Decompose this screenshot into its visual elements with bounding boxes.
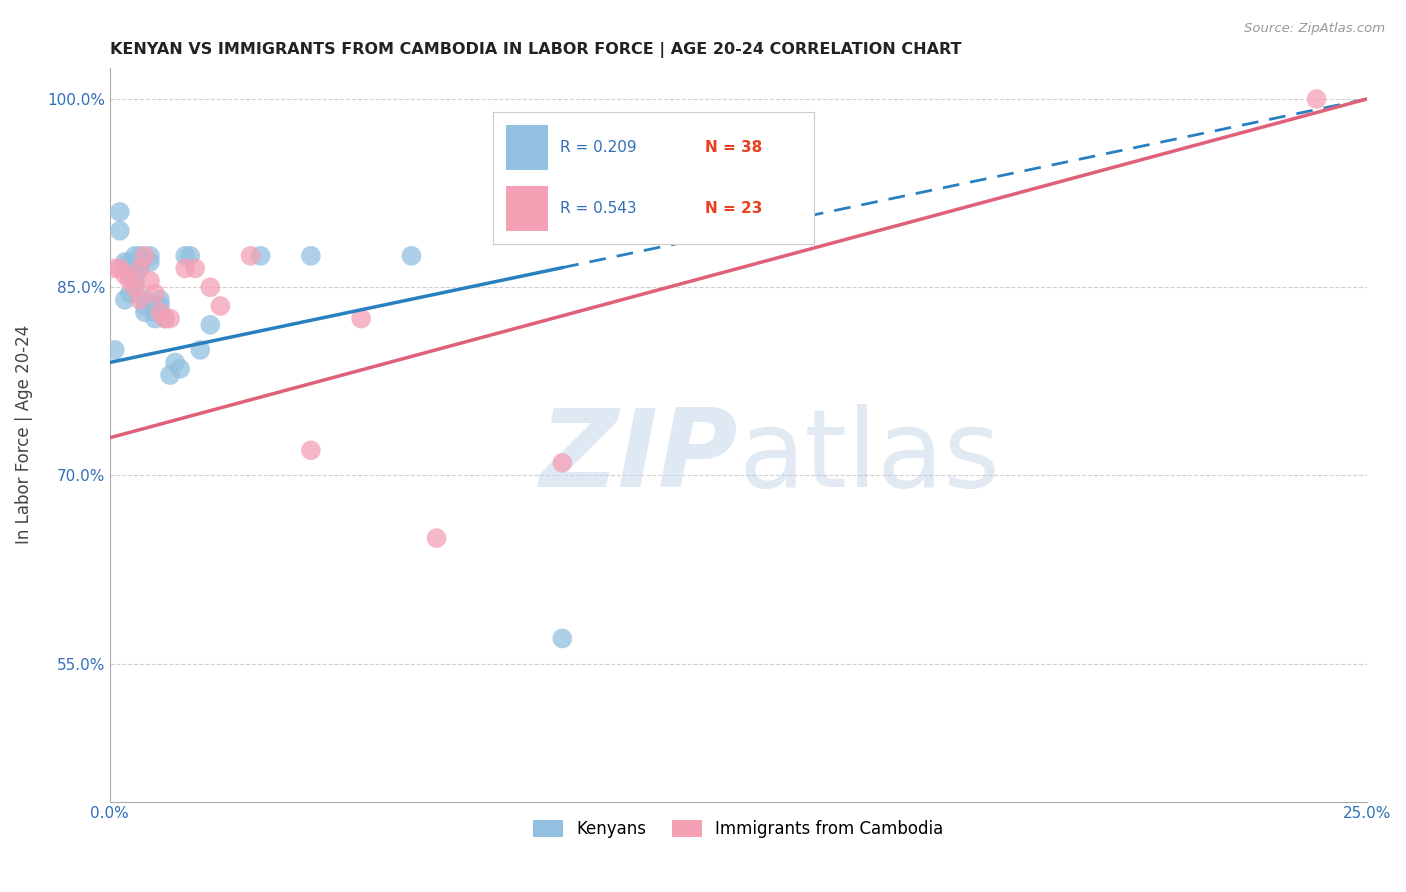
Point [350,311,373,326]
Point [124,280,146,294]
Point [139,274,162,288]
Legend: Kenyans, Immigrants from Cambodia: Kenyans, Immigrants from Cambodia [527,814,950,845]
Point [124,274,146,288]
Point [249,249,271,263]
Point [124,268,146,282]
Point [169,361,191,376]
Point [129,255,152,269]
Point [174,249,197,263]
Text: ZIP: ZIP [540,403,738,509]
Point [134,299,156,313]
Point [239,249,262,263]
Text: Source: ZipAtlas.com: Source: ZipAtlas.com [1244,22,1385,36]
Point [124,249,146,263]
Point [401,249,423,263]
Point [118,255,141,269]
Point [188,343,211,357]
Point [129,261,152,276]
Point [139,255,162,269]
Point [134,305,156,319]
Point [165,355,187,369]
Y-axis label: In Labor Force | Age 20-24: In Labor Force | Age 20-24 [15,325,32,544]
Point [104,343,127,357]
Point [118,274,141,288]
Point [108,261,131,276]
Point [426,531,449,545]
Point [134,249,156,263]
Point [124,261,146,276]
Point [299,249,322,263]
Point [129,261,152,276]
Point [129,293,152,307]
Point [108,205,131,219]
Point [149,293,172,307]
Point [143,311,166,326]
Point [184,261,207,276]
Text: atlas: atlas [738,403,1000,509]
Point [118,286,141,301]
Text: KENYAN VS IMMIGRANTS FROM CAMBODIA IN LABOR FORCE | AGE 20-24 CORRELATION CHART: KENYAN VS IMMIGRANTS FROM CAMBODIA IN LA… [110,42,962,58]
Point [149,299,172,313]
Point [153,311,176,326]
Point [143,286,166,301]
Point [179,249,201,263]
Point [134,293,156,307]
Point [118,268,141,282]
Point [108,224,131,238]
Point [209,299,232,313]
Point [114,255,136,269]
Point [299,443,322,458]
Point [551,632,574,646]
Point [153,311,176,326]
Point [551,456,574,470]
Point [159,368,181,382]
Point [1305,92,1327,106]
Point [124,280,146,294]
Point [174,261,197,276]
Point [200,280,222,294]
Point [159,311,181,326]
Point [104,261,127,276]
Point [143,305,166,319]
Point [149,305,172,319]
Point [200,318,222,332]
Point [139,249,162,263]
Point [124,255,146,269]
Point [114,293,136,307]
Point [129,249,152,263]
Point [114,268,136,282]
